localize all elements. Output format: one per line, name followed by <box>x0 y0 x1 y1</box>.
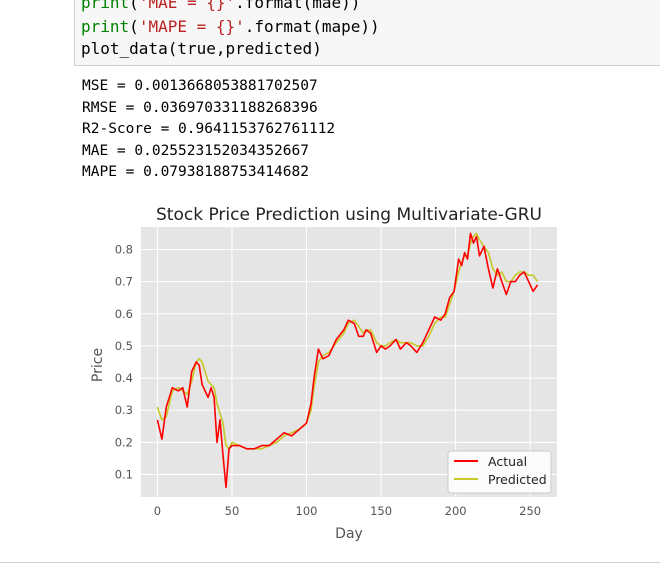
y-axis-label: Price <box>90 348 106 382</box>
x-tick-label: 0 <box>154 504 161 518</box>
chart-title: Stock Price Prediction using Multivariat… <box>156 205 542 225</box>
code-string: 'MAE = {}' <box>138 0 236 12</box>
code-cell[interactable]: print('MAE = {}'.format(mae)) print('MAP… <box>74 0 660 66</box>
chart-legend: Actual Predicted <box>447 450 552 494</box>
output-mape: MAPE = 0.07938188753414682 <box>82 164 309 180</box>
y-tick-label: 0.7 <box>115 275 133 289</box>
y-tick-label: 0.3 <box>115 403 133 417</box>
x-tick-label: 50 <box>225 504 240 518</box>
cell-divider <box>0 562 660 563</box>
x-tick-label: 200 <box>445 504 467 518</box>
y-tick-label: 0.6 <box>115 307 133 321</box>
x-axis-label: Day <box>335 526 363 542</box>
code-string: 'MAPE = {}' <box>138 17 245 36</box>
y-tick-label: 0.8 <box>115 243 133 257</box>
cell-output: MSE = 0.0013668053881702507 RMSE = 0.036… <box>82 76 335 184</box>
grid-lines <box>141 227 557 497</box>
output-mse: MSE = 0.0013668053881702507 <box>82 78 318 94</box>
y-tick-label: 0.2 <box>115 435 133 449</box>
y-tick-label: 0.1 <box>115 468 133 482</box>
series-line-predicted <box>156 232 539 450</box>
code-paren: ( <box>129 17 139 36</box>
y-tick-label: 0.4 <box>115 371 133 385</box>
code-rest: .format(mape)) <box>244 17 380 36</box>
series-line-actual <box>156 232 539 489</box>
output-rmse: RMSE = 0.036970331188268396 <box>82 99 318 116</box>
line-chart: 0 50 100 150 200 2500.10.20.30.40.50.60.70.8 … <box>90 205 557 542</box>
code-line-3: plot_data(true,predicted) <box>81 39 322 58</box>
output-r2: R2-Score = 0.9641153762761112 <box>82 121 336 137</box>
chart-figure: 0 50 100 150 200 250 0.1 0.2 0.3 0.4 0.5 0.6 0.7 0.8 … <box>84 196 574 556</box>
legend-label-predicted: Predicted <box>488 472 547 487</box>
series-lines <box>156 232 539 489</box>
axis-ticks: 0 50 100 150 200 250 0.1 0.2 0.3 0.4 0.5 0.6 0.7 0.8 <box>115 243 541 519</box>
x-tick-label: 100 <box>296 504 318 518</box>
legend-label-actual: Actual <box>488 454 527 469</box>
y-tick-label: 0.5 <box>115 339 133 353</box>
x-tick-label: 250 <box>519 504 541 518</box>
output-mae: MAE = 0.025523152034352667 <box>82 142 309 159</box>
code-paren: ( <box>129 0 139 12</box>
code-line-1: print('MAE = {}'.format(mae)) <box>81 0 360 13</box>
code-fn: print <box>81 0 130 12</box>
code-rest: .format(mae)) <box>235 0 361 12</box>
code-line-2: print('MAPE = {}'.format(mape)) <box>81 16 380 37</box>
code-fn: print <box>81 17 130 36</box>
x-tick-label: 150 <box>370 504 392 518</box>
